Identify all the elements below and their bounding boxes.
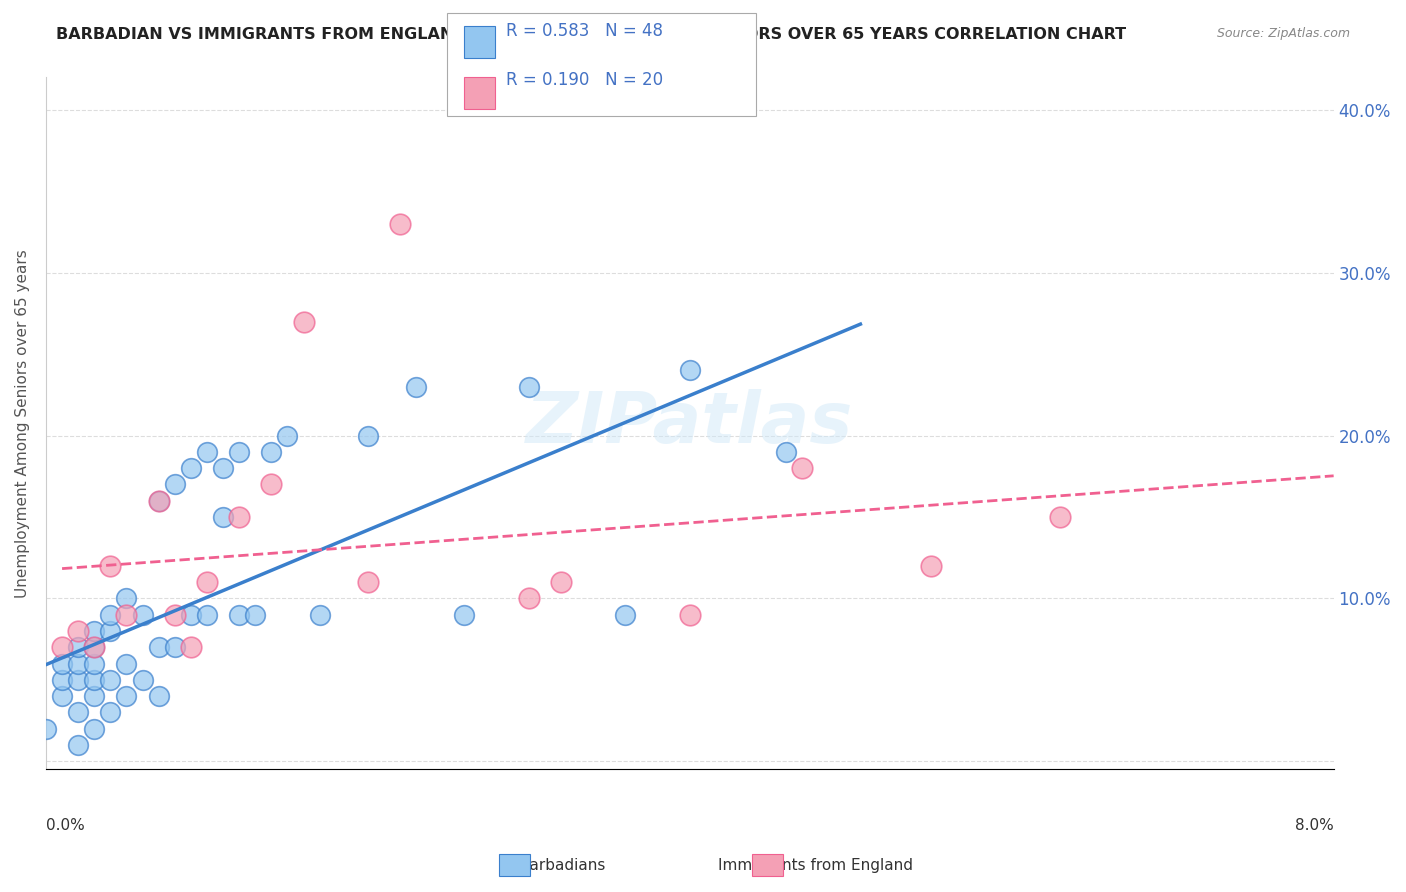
Barbadians bbox=[679, 363, 702, 377]
Text: 8.0%: 8.0% bbox=[1295, 818, 1334, 833]
Barbadians bbox=[260, 445, 283, 459]
Immigrants from England bbox=[51, 640, 73, 655]
Barbadians bbox=[83, 689, 105, 703]
Barbadians bbox=[195, 607, 218, 622]
Barbadians bbox=[131, 607, 153, 622]
Barbadians bbox=[195, 445, 218, 459]
Barbadians bbox=[83, 624, 105, 638]
Barbadians bbox=[131, 673, 153, 687]
Barbadians bbox=[180, 607, 202, 622]
Barbadians bbox=[228, 445, 250, 459]
Immigrants from England bbox=[357, 575, 380, 590]
Text: BARBADIAN VS IMMIGRANTS FROM ENGLAND UNEMPLOYMENT AMONG SENIORS OVER 65 YEARS CO: BARBADIAN VS IMMIGRANTS FROM ENGLAND UNE… bbox=[56, 27, 1126, 42]
Barbadians bbox=[775, 445, 797, 459]
Barbadians bbox=[67, 738, 90, 752]
Barbadians bbox=[115, 689, 138, 703]
Immigrants from England bbox=[115, 607, 138, 622]
Immigrants from England bbox=[67, 624, 90, 638]
Immigrants from England bbox=[148, 493, 170, 508]
Barbadians bbox=[405, 380, 427, 394]
Immigrants from England bbox=[260, 477, 283, 491]
Barbadians bbox=[212, 461, 235, 475]
Immigrants from England bbox=[679, 607, 702, 622]
Barbadians bbox=[308, 607, 330, 622]
Barbadians bbox=[245, 607, 267, 622]
Barbadians bbox=[67, 657, 90, 671]
Y-axis label: Unemployment Among Seniors over 65 years: Unemployment Among Seniors over 65 years bbox=[15, 249, 30, 598]
Barbadians bbox=[453, 607, 475, 622]
Text: ZIPatlas: ZIPatlas bbox=[526, 389, 853, 458]
Immigrants from England bbox=[920, 558, 942, 573]
Immigrants from England bbox=[550, 575, 572, 590]
Immigrants from England bbox=[180, 640, 202, 655]
Barbadians bbox=[98, 673, 121, 687]
Immigrants from England bbox=[83, 640, 105, 655]
Barbadians bbox=[51, 657, 73, 671]
Barbadians bbox=[163, 477, 186, 491]
Barbadians bbox=[35, 722, 58, 736]
Barbadians bbox=[228, 607, 250, 622]
Immigrants from England bbox=[98, 558, 121, 573]
Immigrants from England bbox=[195, 575, 218, 590]
Barbadians bbox=[148, 689, 170, 703]
Immigrants from England bbox=[292, 315, 315, 329]
Barbadians bbox=[67, 673, 90, 687]
Barbadians bbox=[98, 624, 121, 638]
Barbadians bbox=[67, 706, 90, 720]
Immigrants from England bbox=[792, 461, 814, 475]
Barbadians bbox=[276, 428, 298, 442]
Barbadians bbox=[98, 706, 121, 720]
Barbadians bbox=[67, 640, 90, 655]
Barbadians bbox=[51, 673, 73, 687]
Barbadians bbox=[83, 640, 105, 655]
Immigrants from England bbox=[228, 510, 250, 524]
Barbadians bbox=[148, 640, 170, 655]
Immigrants from England bbox=[163, 607, 186, 622]
Text: R = 0.190   N = 20: R = 0.190 N = 20 bbox=[506, 71, 664, 89]
Text: Barbadians: Barbadians bbox=[519, 858, 606, 872]
Barbadians bbox=[357, 428, 380, 442]
Barbadians bbox=[517, 380, 540, 394]
Barbadians bbox=[115, 591, 138, 606]
Text: 0.0%: 0.0% bbox=[46, 818, 84, 833]
Immigrants from England bbox=[389, 217, 412, 231]
Text: R = 0.583   N = 48: R = 0.583 N = 48 bbox=[506, 22, 664, 40]
Barbadians bbox=[148, 493, 170, 508]
Barbadians bbox=[83, 722, 105, 736]
Barbadians bbox=[115, 657, 138, 671]
Barbadians bbox=[614, 607, 637, 622]
Text: Immigrants from England: Immigrants from England bbox=[718, 858, 912, 872]
Immigrants from England bbox=[1049, 510, 1071, 524]
Barbadians bbox=[163, 640, 186, 655]
Barbadians bbox=[51, 689, 73, 703]
Barbadians bbox=[212, 510, 235, 524]
Barbadians bbox=[83, 657, 105, 671]
Barbadians bbox=[83, 673, 105, 687]
Barbadians bbox=[98, 607, 121, 622]
Immigrants from England bbox=[517, 591, 540, 606]
Text: Source: ZipAtlas.com: Source: ZipAtlas.com bbox=[1216, 27, 1350, 40]
Barbadians bbox=[180, 461, 202, 475]
